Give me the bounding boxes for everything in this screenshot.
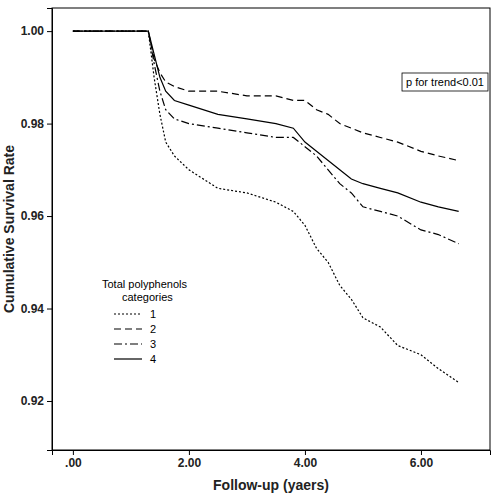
annotation-box: [402, 73, 488, 91]
legend-title-line: Total polyphenols: [102, 278, 188, 290]
y-tick-label: 0.98: [21, 117, 45, 131]
x-tick-mark: [305, 450, 306, 455]
series-line: [73, 31, 459, 244]
legend-label: 2: [150, 323, 156, 335]
annotation: p for trend<0.01: [402, 73, 488, 91]
y-tick-mark: [47, 401, 52, 402]
series-line: [73, 31, 459, 160]
y-tick: 0.92: [21, 394, 52, 408]
x-tick-mark: [189, 450, 190, 455]
x-tick: 2.00: [178, 450, 202, 470]
legend: Total polyphenolscategories 1 2 3 4: [102, 278, 188, 365]
y-tick-mark: [47, 31, 52, 32]
legend-swatch: [114, 343, 142, 344]
x-tick-label: 6.00: [410, 456, 434, 470]
x-tick-mark: [73, 450, 74, 455]
x-tick-label: 2.00: [178, 456, 202, 470]
y-tick-label: 1.00: [21, 24, 45, 38]
y-tick-label: 0.96: [21, 209, 45, 223]
y-tick-label: 0.92: [21, 394, 45, 408]
y-tick-mark: [47, 124, 52, 125]
y-axis-title: Cumulative Survival Rate: [1, 145, 17, 313]
annotation-text: p for trend<0.01: [406, 76, 484, 88]
legend-swatch: [114, 328, 142, 329]
x-axis-title: Follow-up (yaers): [213, 477, 329, 493]
chart: .00 2.00 4.00 6.00 0.92 0.94 0.96 0.98 1.00 p for…: [0, 0, 498, 500]
lines: [73, 31, 459, 382]
x-tick: .00: [65, 450, 82, 470]
y-tick-label: 0.94: [21, 302, 45, 316]
plot-frame: [52, 8, 490, 450]
y-tick: 1.00: [21, 24, 52, 38]
legend-label: 1: [150, 308, 156, 320]
series-line: [73, 31, 459, 382]
x-axis-line: [53, 451, 491, 456]
x-tick: 6.00: [410, 450, 434, 470]
x-axis: .00 2.00 4.00 6.00: [53, 450, 491, 470]
x-tick-label: .00: [65, 456, 82, 470]
series-line: [73, 31, 459, 211]
legend-label: 3: [150, 338, 156, 350]
legend-swatch: [114, 358, 142, 359]
x-tick-mark: [421, 450, 422, 455]
y-tick: 0.96: [21, 209, 52, 223]
legend-label: 4: [150, 353, 156, 365]
plot-area: .00 2.00 4.00 6.00 0.92 0.94 0.96 0.98 1.00 p for…: [21, 8, 491, 470]
y-axis: 0.92 0.94 0.96 0.98 1.00: [21, 9, 53, 451]
y-axis-line: [47, 9, 53, 451]
y-tick-mark: [47, 309, 52, 310]
legend-swatch: [114, 313, 142, 314]
y-tick: 0.94: [21, 302, 52, 316]
x-tick-label: 4.00: [294, 456, 318, 470]
legend-title: Total polyphenolscategories: [102, 278, 188, 303]
y-tick-mark: [47, 216, 52, 217]
legend-title-line: categories: [122, 291, 173, 303]
y-tick: 0.98: [21, 117, 52, 131]
x-tick: 4.00: [294, 450, 318, 470]
